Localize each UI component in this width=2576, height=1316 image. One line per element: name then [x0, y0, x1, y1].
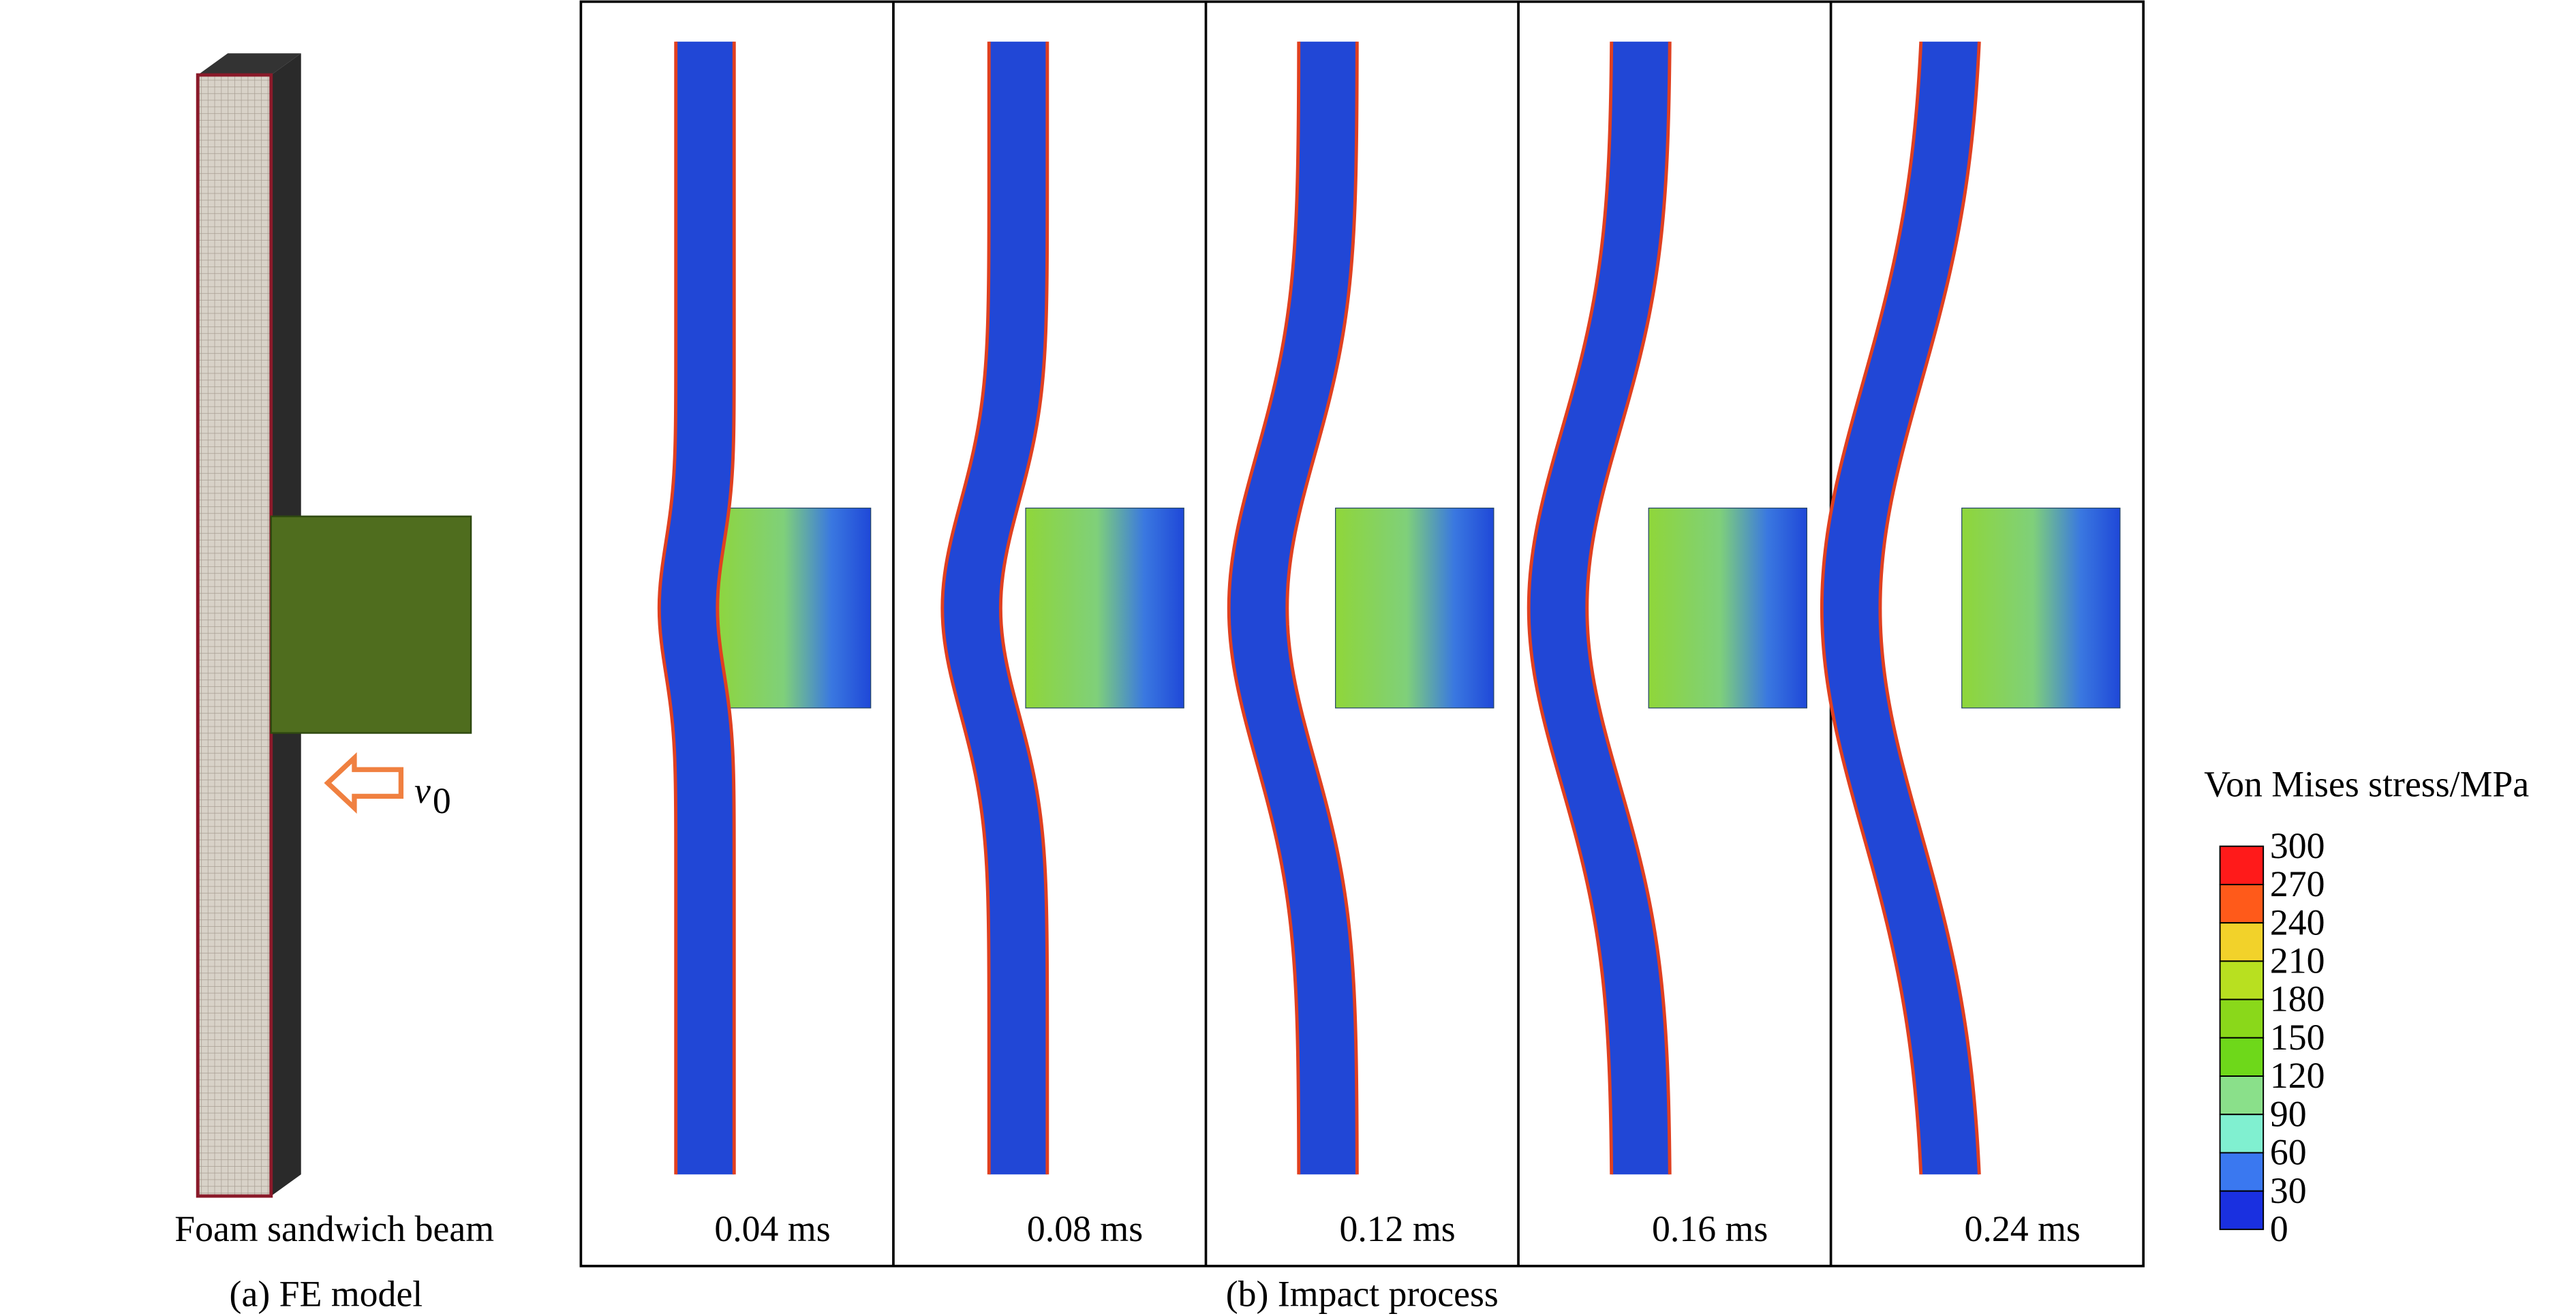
velocity-subscript: 0: [433, 780, 451, 821]
foam: [1961, 507, 2121, 709]
face-sheet: [716, 42, 736, 1175]
face-sheet: [1227, 42, 1301, 1175]
foam: [711, 507, 872, 709]
face-sheet: [1285, 42, 1359, 1175]
model-label: Foam sandwich beam: [174, 1208, 494, 1249]
color-cell: [2219, 1037, 2265, 1077]
face-sheet: [1527, 42, 1614, 1175]
color-cell: [2219, 922, 2265, 962]
time-label: 0.16 ms: [1652, 1208, 1768, 1249]
fe-model: v 0 Foam sandwich beam (a) FE model: [174, 53, 494, 1314]
foam: [1335, 507, 1494, 709]
legend-tick: 30: [2270, 1170, 2307, 1211]
time-label: 0.04 ms: [714, 1208, 830, 1249]
color-cell: [2219, 1190, 2265, 1230]
foam-projectile: [270, 515, 472, 734]
caption-b: (b) Impact process: [1226, 1273, 1499, 1314]
beam-top: [198, 53, 301, 75]
caption-a: (a) FE model: [230, 1273, 423, 1314]
face-sheet: [657, 42, 678, 1175]
velocity-arrow: [324, 752, 404, 814]
beam-core: [659, 42, 735, 1175]
legend-tick: 210: [2270, 940, 2325, 981]
legend-tick: 60: [2270, 1132, 2307, 1173]
color-cell: [2219, 1114, 2265, 1154]
face-sheet: [1878, 41, 1981, 1175]
face-sheet: [998, 42, 1049, 1175]
color-cell: [2219, 883, 2265, 924]
time-label: 0.08 ms: [1027, 1208, 1143, 1249]
legend-tick: 0: [2270, 1208, 2288, 1249]
legend-title: Von Mises stress/MPa: [2204, 763, 2529, 804]
color-cell: [2219, 1152, 2265, 1192]
color-cell: [2219, 1075, 2265, 1116]
face-sheet: [1585, 42, 1672, 1175]
foam: [1025, 507, 1184, 709]
legend-tick: 300: [2270, 825, 2325, 866]
time-label: 0.24 ms: [1965, 1208, 2081, 1249]
legend-tick: 240: [2270, 902, 2325, 943]
face-sheet: [1820, 41, 1923, 1175]
legend-tick: 180: [2270, 979, 2325, 1020]
beam-core: [1229, 42, 1358, 1175]
legend-tick: 150: [2270, 1017, 2325, 1058]
legend-tick: 90: [2270, 1093, 2307, 1134]
color-cell: [2219, 998, 2265, 1039]
beam-front: [196, 73, 273, 1198]
beam-core: [1822, 42, 1980, 1175]
beam-core: [942, 42, 1047, 1175]
beam-core: [1529, 42, 1670, 1175]
panel-frame: [579, 0, 2145, 1268]
foam: [1648, 507, 1808, 709]
legend-tick: 270: [2270, 863, 2325, 904]
color-cell: [2219, 960, 2265, 1000]
face-sheet: [940, 42, 991, 1175]
impact-panels: 0.04 ms 0.08 ms 0.12 ms 0.16 ms 0.24 ms: [657, 1, 2121, 1266]
velocity-label: v: [414, 770, 431, 811]
legend-tick: 120: [2270, 1055, 2325, 1096]
time-label: 0.12 ms: [1339, 1208, 1455, 1249]
color-cell: [2219, 845, 2265, 885]
